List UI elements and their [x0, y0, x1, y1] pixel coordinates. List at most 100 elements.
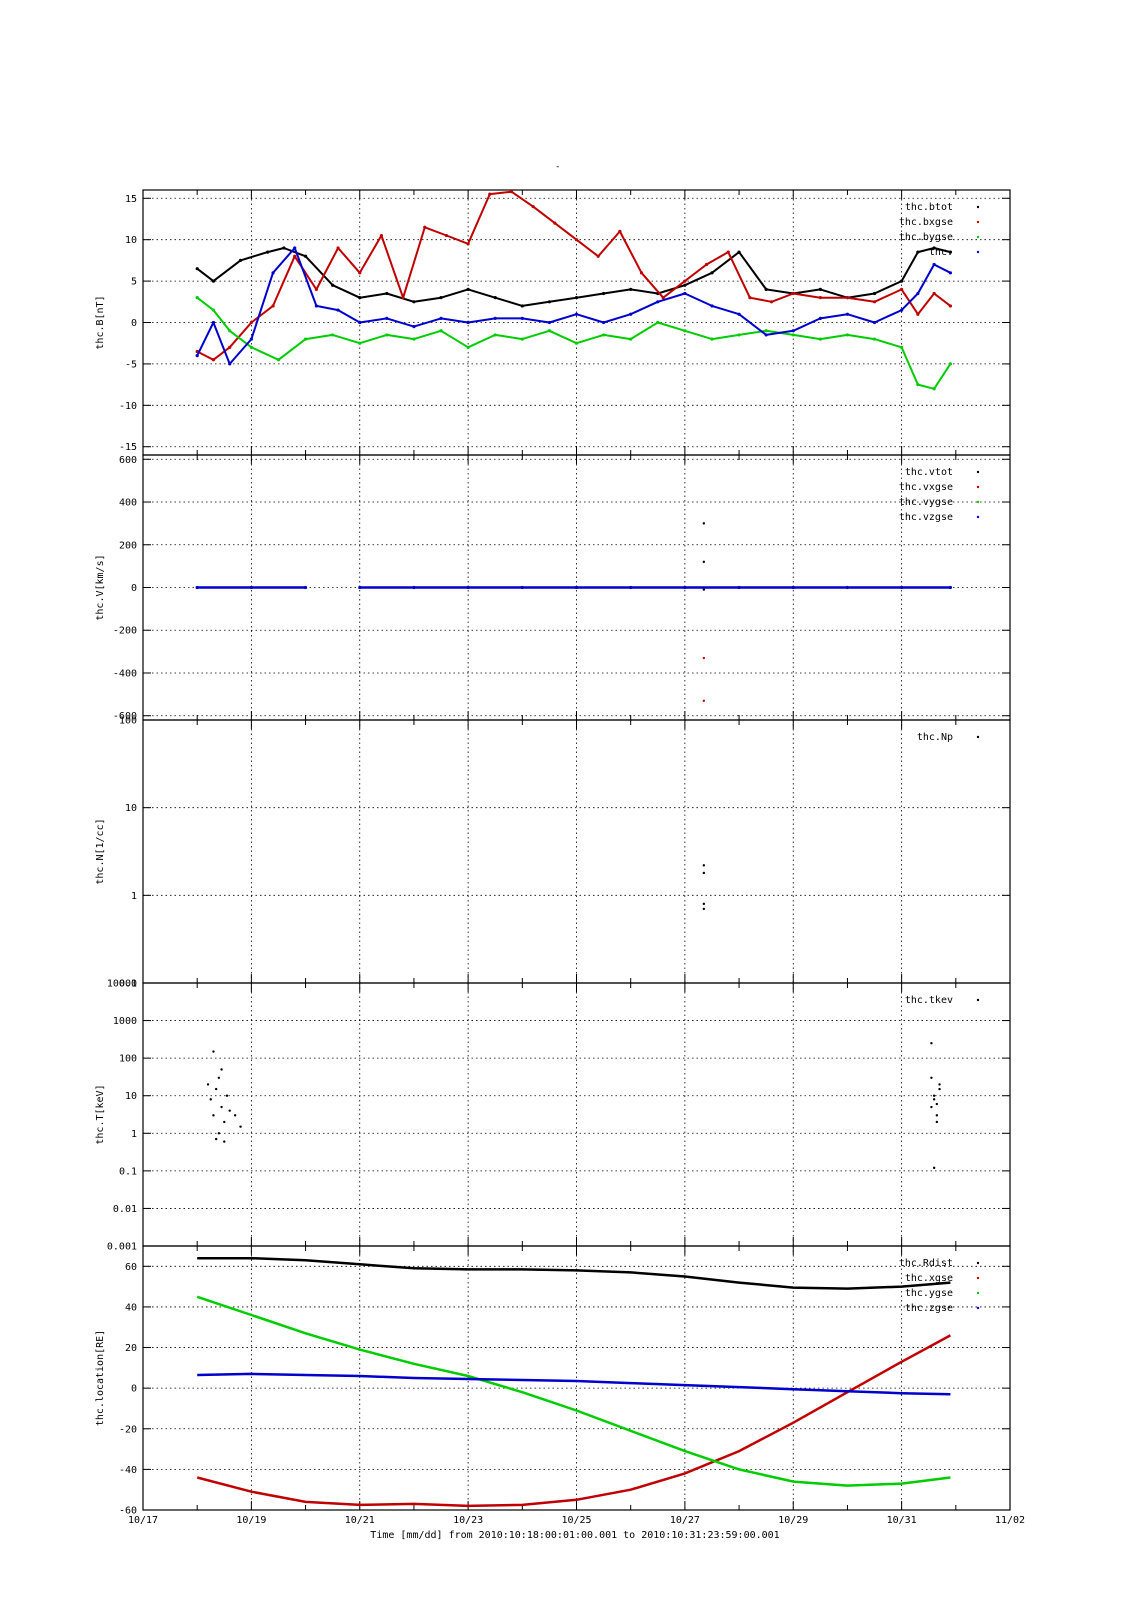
- data-point: [444, 233, 449, 238]
- data-point: [547, 320, 552, 325]
- y-tick-label: -200: [113, 626, 137, 637]
- data-point: [358, 585, 362, 590]
- data-point: [932, 1166, 936, 1170]
- x-tick-label: 10/27: [670, 1515, 700, 1526]
- y-tick-label: 600: [119, 455, 137, 466]
- data-point: [702, 871, 706, 875]
- y-axis-label: thc.location[RE]: [95, 1330, 106, 1426]
- data-point: [225, 1094, 229, 1097]
- data-point: [412, 337, 416, 341]
- data-point: [845, 333, 850, 337]
- data-point: [710, 337, 714, 341]
- x-axis-label: Time [mm/dd] from 2010:10:18:00:01:00.00…: [370, 1530, 779, 1541]
- y-tick-label: -600: [113, 711, 137, 722]
- data-point: [916, 250, 920, 254]
- data-point: [206, 1083, 210, 1086]
- data-point: [872, 320, 877, 325]
- data-point: [195, 354, 199, 358]
- data-point: [217, 1132, 221, 1135]
- data-point: [358, 296, 362, 300]
- y-tick-label: 0.1: [119, 979, 137, 990]
- y-tick-label: -400: [113, 668, 137, 679]
- x-axis: 10/17 10/19 10/21 10/23 10/25 10/27 10/29 10/31…: [128, 1515, 1025, 1541]
- x-tick-label: 10/23: [453, 1515, 483, 1526]
- data-point: [948, 585, 952, 590]
- y-tick-label: 0.1: [119, 1166, 137, 1177]
- data-point: [948, 304, 952, 308]
- legend-marker: [976, 470, 980, 474]
- y-tick-label: 200: [119, 540, 137, 551]
- data-point: [195, 585, 199, 590]
- data-point: [629, 337, 633, 341]
- data-point: [574, 296, 579, 300]
- y-axis-label: thc.T[keV]: [95, 1084, 106, 1144]
- data-point: [948, 250, 952, 254]
- y-tick-label: -15: [119, 442, 137, 453]
- x-tick-label: 10/21: [345, 1515, 375, 1526]
- data-point: [547, 300, 552, 304]
- y-tick-label: 100: [119, 716, 137, 727]
- data-point: [220, 1068, 223, 1071]
- data-point: [211, 279, 216, 283]
- legend-label: thc.vtot: [905, 467, 953, 478]
- legend-marker: [976, 235, 980, 239]
- data-point: [948, 271, 952, 275]
- legend-label: thc.Np: [917, 732, 953, 743]
- data-point: [629, 312, 633, 316]
- series-thc-Np: [702, 864, 706, 911]
- panel-1: 15 10 5 0 -5 -10 -15 thc.B[nT] thc.btot thc.bxgse…: [95, 189, 1011, 456]
- data-point: [331, 283, 335, 287]
- y-tick-label: 0: [131, 318, 137, 329]
- data-point: [358, 271, 362, 275]
- data-point: [737, 312, 741, 316]
- series-line: [196, 1334, 951, 1508]
- y-tick-label: 0: [131, 583, 137, 594]
- data-point: [379, 233, 384, 238]
- data-point: [249, 585, 253, 590]
- legend-label: thc.xgse: [905, 1273, 953, 1284]
- y-tick-label: -10: [119, 401, 137, 412]
- data-point: [737, 250, 741, 254]
- legend-marker: [976, 998, 980, 1002]
- data-point: [737, 585, 741, 590]
- series-thc-Rdist: [197, 1256, 951, 1290]
- data-point: [683, 283, 687, 287]
- y-tick-label: 100: [119, 1054, 137, 1065]
- data-point: [938, 1083, 941, 1086]
- legend-marker: [976, 1261, 980, 1265]
- data-point: [596, 254, 600, 258]
- legend-marker: [976, 1291, 980, 1295]
- data-point: [336, 308, 340, 312]
- data-point: [336, 246, 340, 250]
- y-axis-label: thc.N[1/cc]: [95, 818, 106, 884]
- data-point: [466, 345, 470, 349]
- series-thc-: [195, 246, 952, 366]
- x-tick-label: 10/29: [778, 1515, 808, 1526]
- data-point: [872, 337, 877, 341]
- data-point: [493, 296, 497, 300]
- data-point: [791, 333, 795, 337]
- data-point: [520, 316, 524, 320]
- data-point: [488, 192, 492, 196]
- data-point: [932, 1098, 936, 1101]
- series-thc-xgse: [196, 1334, 951, 1508]
- panel-3: 100 10 1 0.1 thc.N[1/cc] thc.Np: [95, 716, 1011, 990]
- series-line: [197, 1372, 951, 1396]
- y-tick-label: 10000: [107, 979, 137, 990]
- data-point: [702, 902, 706, 906]
- data-point: [214, 1137, 218, 1141]
- data-point: [228, 1109, 231, 1112]
- legend-label: thc.bygse: [899, 232, 953, 243]
- data-point: [303, 337, 308, 341]
- y-tick-label: 60: [125, 1262, 137, 1273]
- data-point: [314, 287, 318, 291]
- data-point: [930, 1076, 933, 1079]
- data-point: [683, 329, 687, 333]
- data-point: [531, 204, 535, 209]
- data-point: [282, 246, 286, 250]
- data-point: [358, 320, 362, 325]
- legend-label: thc.zgse: [905, 1303, 953, 1314]
- series-line: [197, 1256, 951, 1290]
- data-point: [656, 300, 660, 304]
